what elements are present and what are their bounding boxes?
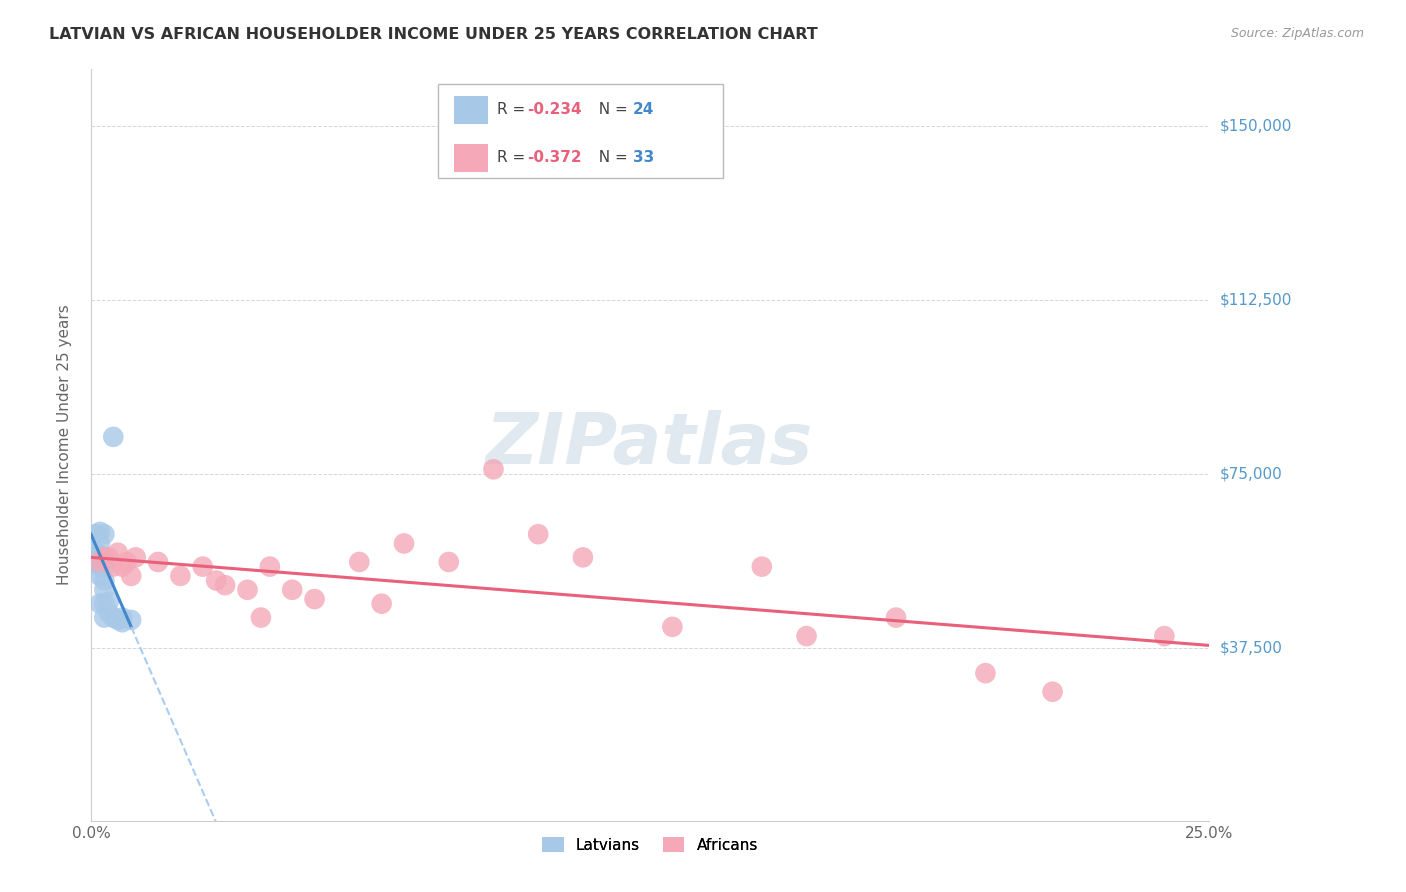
Point [93,550,115,565]
Point [169,569,191,583]
Point [93,527,115,541]
Point [146,555,169,569]
FancyBboxPatch shape [454,96,488,124]
Point [281,582,304,597]
Point [93,550,115,565]
Text: N =: N = [589,103,633,118]
Legend: Latvians, Africans: Latvians, Africans [536,831,763,859]
FancyBboxPatch shape [437,84,723,178]
Text: R =: R = [496,150,530,165]
Text: $150,000: $150,000 [1220,119,1292,134]
Point [111,615,134,630]
Point [370,597,392,611]
Point [89,555,111,569]
Point [796,629,818,643]
Point [93,574,115,588]
Point [103,559,125,574]
Point [107,613,129,627]
Point [103,430,125,444]
Point [93,597,115,611]
Point [884,610,907,624]
Point [89,569,111,583]
Point [349,555,371,569]
Point [89,536,111,550]
Point [572,550,595,565]
Point [120,613,142,627]
Point [304,592,326,607]
Text: $37,500: $37,500 [1220,640,1284,656]
Text: $112,500: $112,500 [1220,293,1292,308]
Point [236,582,259,597]
Point [1153,629,1175,643]
Point [84,546,107,560]
Point [124,550,146,565]
Point [259,559,281,574]
Point [89,524,111,539]
Text: -0.372: -0.372 [527,150,582,165]
Point [97,550,120,565]
Point [103,610,125,624]
Point [482,462,505,476]
Point [661,620,683,634]
Point [107,546,129,560]
Point [250,610,273,624]
Point [93,610,115,624]
Text: ZIPatlas: ZIPatlas [486,410,814,480]
Text: LATVIAN VS AFRICAN HOUSEHOLDER INCOME UNDER 25 YEARS CORRELATION CHART: LATVIAN VS AFRICAN HOUSEHOLDER INCOME UN… [49,27,818,42]
Text: R =: R = [496,103,530,118]
Text: $75,000: $75,000 [1220,467,1282,482]
Point [97,606,120,620]
Point [93,582,115,597]
Point [89,548,111,562]
Point [974,666,997,681]
Point [111,559,134,574]
Point [120,569,142,583]
Point [527,527,550,541]
Point [89,559,111,574]
Point [84,555,107,569]
Point [115,555,138,569]
Y-axis label: Householder Income Under 25 years: Householder Income Under 25 years [58,304,72,585]
Point [191,559,214,574]
Point [392,536,415,550]
Point [1042,684,1064,698]
Text: N =: N = [589,150,633,165]
Text: Source: ZipAtlas.com: Source: ZipAtlas.com [1230,27,1364,40]
Point [97,594,120,608]
Point [89,597,111,611]
Point [214,578,236,592]
Point [205,574,228,588]
Point [437,555,460,569]
Point [84,527,107,541]
FancyBboxPatch shape [454,144,488,172]
Text: 24: 24 [633,103,655,118]
Text: 33: 33 [633,150,654,165]
Point [751,559,773,574]
Point [111,610,134,624]
Text: -0.234: -0.234 [527,103,582,118]
Point [93,559,115,574]
